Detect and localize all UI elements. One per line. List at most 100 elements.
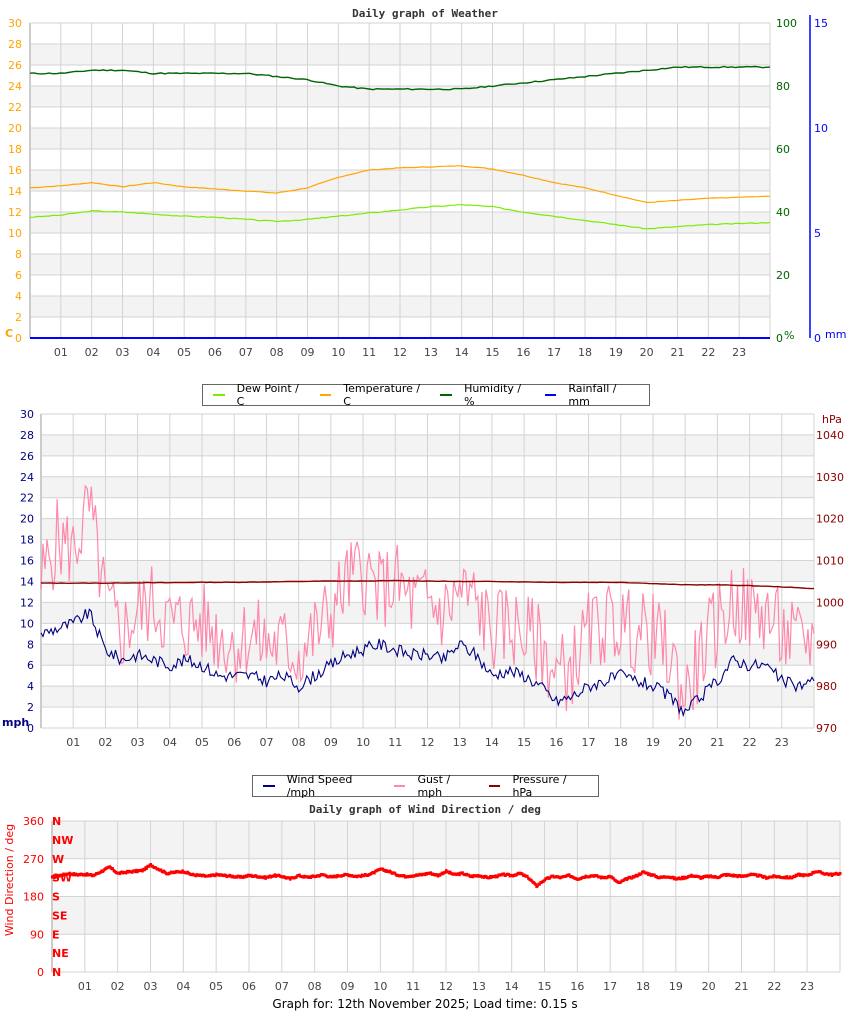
series-dew-point [29, 204, 771, 230]
y-tick-label-left: 4 [15, 290, 22, 303]
y-tick-label-left: 2 [27, 701, 34, 714]
x-tick-label: 21 [671, 346, 685, 359]
x-tick-label: 17 [582, 736, 596, 749]
x-tick-label: 08 [308, 980, 322, 993]
y-tick-label-pressure: 1030 [816, 471, 844, 484]
direction-point [496, 875, 499, 879]
legend-label: Pressure / hPa [512, 773, 567, 799]
x-tick-label: 14 [505, 980, 519, 993]
legend-item-temperature: Temperature / C [319, 382, 429, 408]
y-tick-label-rain: 0 [814, 332, 821, 345]
series-humidity [29, 65, 771, 91]
x-tick-label: 19 [669, 980, 683, 993]
direction-point [429, 871, 433, 875]
x-tick-label: 22 [701, 346, 715, 359]
x-tick-label: 10 [331, 346, 345, 359]
axis-label-hpa: hPa [822, 413, 842, 426]
direction-point [214, 874, 217, 878]
y-tick-label-left: 12 [8, 206, 22, 219]
x-tick-label: 23 [775, 736, 789, 749]
axis-label-percent: % [784, 329, 794, 342]
legend-swatch [544, 394, 557, 396]
compass-label: NW [52, 834, 73, 847]
x-tick-label: 19 [646, 736, 660, 749]
x-tick-label: 09 [324, 736, 338, 749]
x-tick-label: 14 [485, 736, 499, 749]
x-tick-label: 20 [678, 736, 692, 749]
compass-label: W [52, 853, 64, 866]
compass-label: SE [52, 909, 67, 922]
x-tick-label: 06 [208, 346, 222, 359]
y-tick-label-left: 0 [37, 966, 44, 979]
x-tick-label: 06 [227, 736, 241, 749]
y-tick-label-pressure: 1010 [816, 555, 844, 568]
legend-wind: Wind Speed /mph Gust / mph Pressure / hP… [252, 773, 599, 799]
compass-label: N [52, 966, 61, 979]
x-tick-label: 15 [486, 346, 500, 359]
x-tick-label: 01 [78, 980, 92, 993]
y-tick-label-pressure: 990 [816, 638, 837, 651]
direction-point [145, 867, 148, 871]
x-tick-label: 18 [614, 736, 628, 749]
direction-point [263, 875, 266, 879]
legend-item-rainfall: Rainfall / mm [544, 382, 639, 408]
y-tick-label-rain: 10 [814, 122, 828, 135]
legend-swatch [263, 785, 275, 787]
y-tick-label-left: 30 [8, 17, 22, 30]
x-tick-label: 17 [603, 980, 617, 993]
x-tick-label: 04 [146, 346, 160, 359]
x-tick-label: 11 [388, 736, 402, 749]
x-tick-label: 13 [472, 980, 486, 993]
y-tick-label-rain: 5 [814, 227, 821, 240]
direction-point [538, 882, 541, 886]
x-tick-label: 23 [800, 980, 814, 993]
x-tick-label: 05 [195, 736, 209, 749]
y-tick-label-humidity: 0 [776, 332, 783, 345]
y-tick-label-left: 90 [30, 928, 44, 941]
legend-item-wind-speed: Wind Speed /mph [263, 773, 382, 799]
x-tick-label: 12 [439, 980, 453, 993]
direction-point [402, 874, 406, 877]
y-tick-label-left: 18 [20, 534, 34, 547]
y-tick-label-left: 22 [8, 101, 22, 114]
footer-status: Graph for: 12th November 2025; Load time… [272, 997, 578, 1011]
axis-label-mph: mph [2, 716, 29, 729]
x-tick-label: 16 [549, 736, 563, 749]
x-tick-label: 12 [421, 736, 435, 749]
compass-label: E [52, 928, 60, 941]
legend-weather: Dew Point / C Temperature / C Humidity /… [202, 382, 650, 408]
y-tick-label-left: 12 [20, 596, 34, 609]
legend-swatch [393, 785, 406, 787]
y-tick-label-left: 20 [8, 122, 22, 135]
direction-point [444, 870, 447, 874]
direction-point [393, 871, 397, 875]
axis-label-celsius: C [5, 327, 13, 340]
direction-point [141, 869, 144, 873]
x-tick-label: 07 [275, 980, 289, 993]
y-tick-label-humidity: 40 [776, 206, 790, 219]
legend-label: Wind Speed /mph [286, 773, 353, 799]
x-tick-label: 02 [98, 736, 112, 749]
legend-swatch [213, 394, 225, 396]
y-tick-label-left: 0 [15, 332, 22, 345]
x-tick-label: 20 [640, 346, 654, 359]
x-tick-label: 13 [453, 736, 467, 749]
y-tick-label-left: 30 [20, 408, 34, 421]
x-tick-label: 04 [163, 736, 177, 749]
x-tick-label: 01 [54, 346, 68, 359]
x-tick-label: 09 [301, 346, 315, 359]
x-tick-label: 05 [177, 346, 191, 359]
series-temperature [29, 165, 771, 204]
x-tick-label: 10 [373, 980, 387, 993]
y-tick-label-left: 26 [8, 59, 22, 72]
y-tick-label-left: 360 [23, 815, 44, 828]
x-tick-label: 09 [341, 980, 355, 993]
direction-point [568, 873, 571, 877]
x-tick-label: 15 [538, 980, 552, 993]
legend-label: Dew Point / C [236, 382, 299, 408]
x-tick-label: 17 [547, 346, 561, 359]
x-tick-label: 03 [131, 736, 145, 749]
y-tick-label-left: 24 [20, 471, 34, 484]
chart-title-weather: Daily graph of Weather [352, 7, 498, 20]
